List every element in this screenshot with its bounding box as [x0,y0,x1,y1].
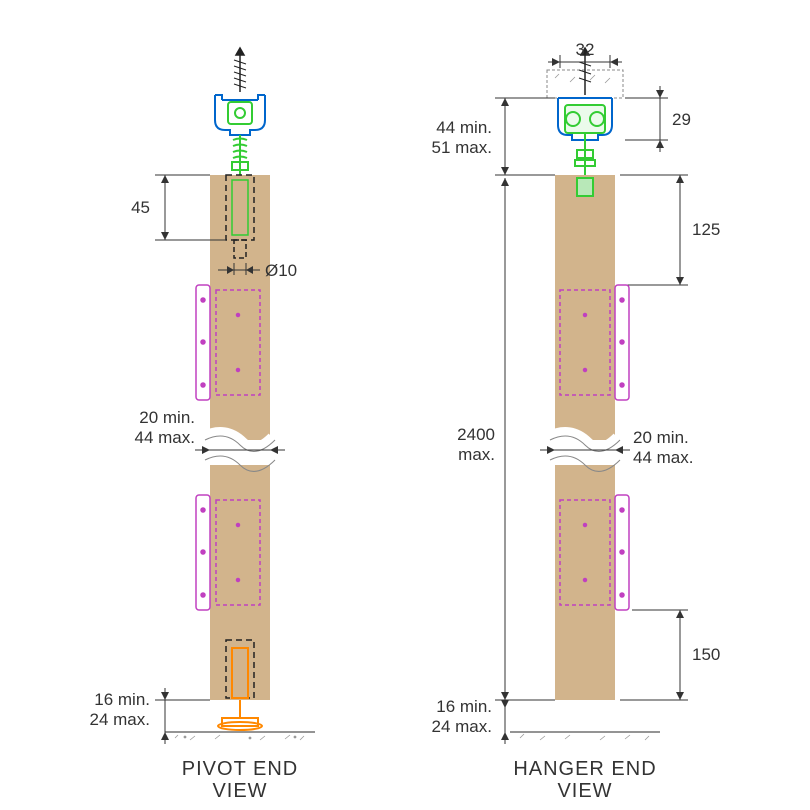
floor-left-icon [165,732,315,740]
dim-24max-r-label: 24 max. [432,717,492,736]
dim-2400-label: 2400 [457,425,495,444]
dim-44max-r-label: 44 max. [633,448,693,467]
dim-125-label: 125 [692,220,720,239]
dim-150-label: 150 [692,645,720,664]
dim-20min-r-label: 20 min. [633,428,689,447]
dim-dia10-label: Ø10 [265,261,297,280]
dim-20min-label: 20 min. [139,408,195,427]
dim-51max-label: 51 max. [432,138,492,157]
floor-right-icon [510,732,660,740]
dim-bottom-gap-left: 16 min. 24 max. [90,688,210,744]
technical-diagram: 45 Ø10 [0,0,810,810]
hanger-end-view: 32 29 44 min. 51 max. 1 [432,40,721,802]
pivot-title1: PIVOT END [182,758,298,780]
dim-29: 29 [625,86,691,152]
dim-44max-label: 44 max. [135,428,195,447]
dim-24max-l-label: 24 max. [90,710,150,729]
dim-16min-r-label: 16 min. [436,697,492,716]
door-upper-r [555,175,615,440]
dim-16min-l-label: 16 min. [94,690,150,709]
pivot-end-view: 45 Ø10 [90,48,315,802]
dim-45-label: 45 [131,198,150,217]
hanger-title2: VIEW [557,780,612,802]
dim-29-label: 29 [672,110,691,129]
hanger-title1: HANGER END [513,758,656,780]
dim-top-gap: 44 min. 51 max. [432,98,555,175]
dim-125: 125 [620,175,720,285]
ceiling-texture [555,74,610,83]
dim-150: 150 [620,610,720,700]
door-upper [210,175,270,440]
dim-2400: 2400 max. [457,178,509,700]
pivot-title2: VIEW [212,780,267,802]
dim-2400b-label: max. [458,445,495,464]
top-carrier-icon [228,102,252,175]
dim-44min-label: 44 min. [436,118,492,137]
top-screw-icon [234,48,246,92]
dim-bottom-gap-right: 16 min. 24 max. [432,697,555,744]
dim-32-label: 32 [576,40,595,59]
